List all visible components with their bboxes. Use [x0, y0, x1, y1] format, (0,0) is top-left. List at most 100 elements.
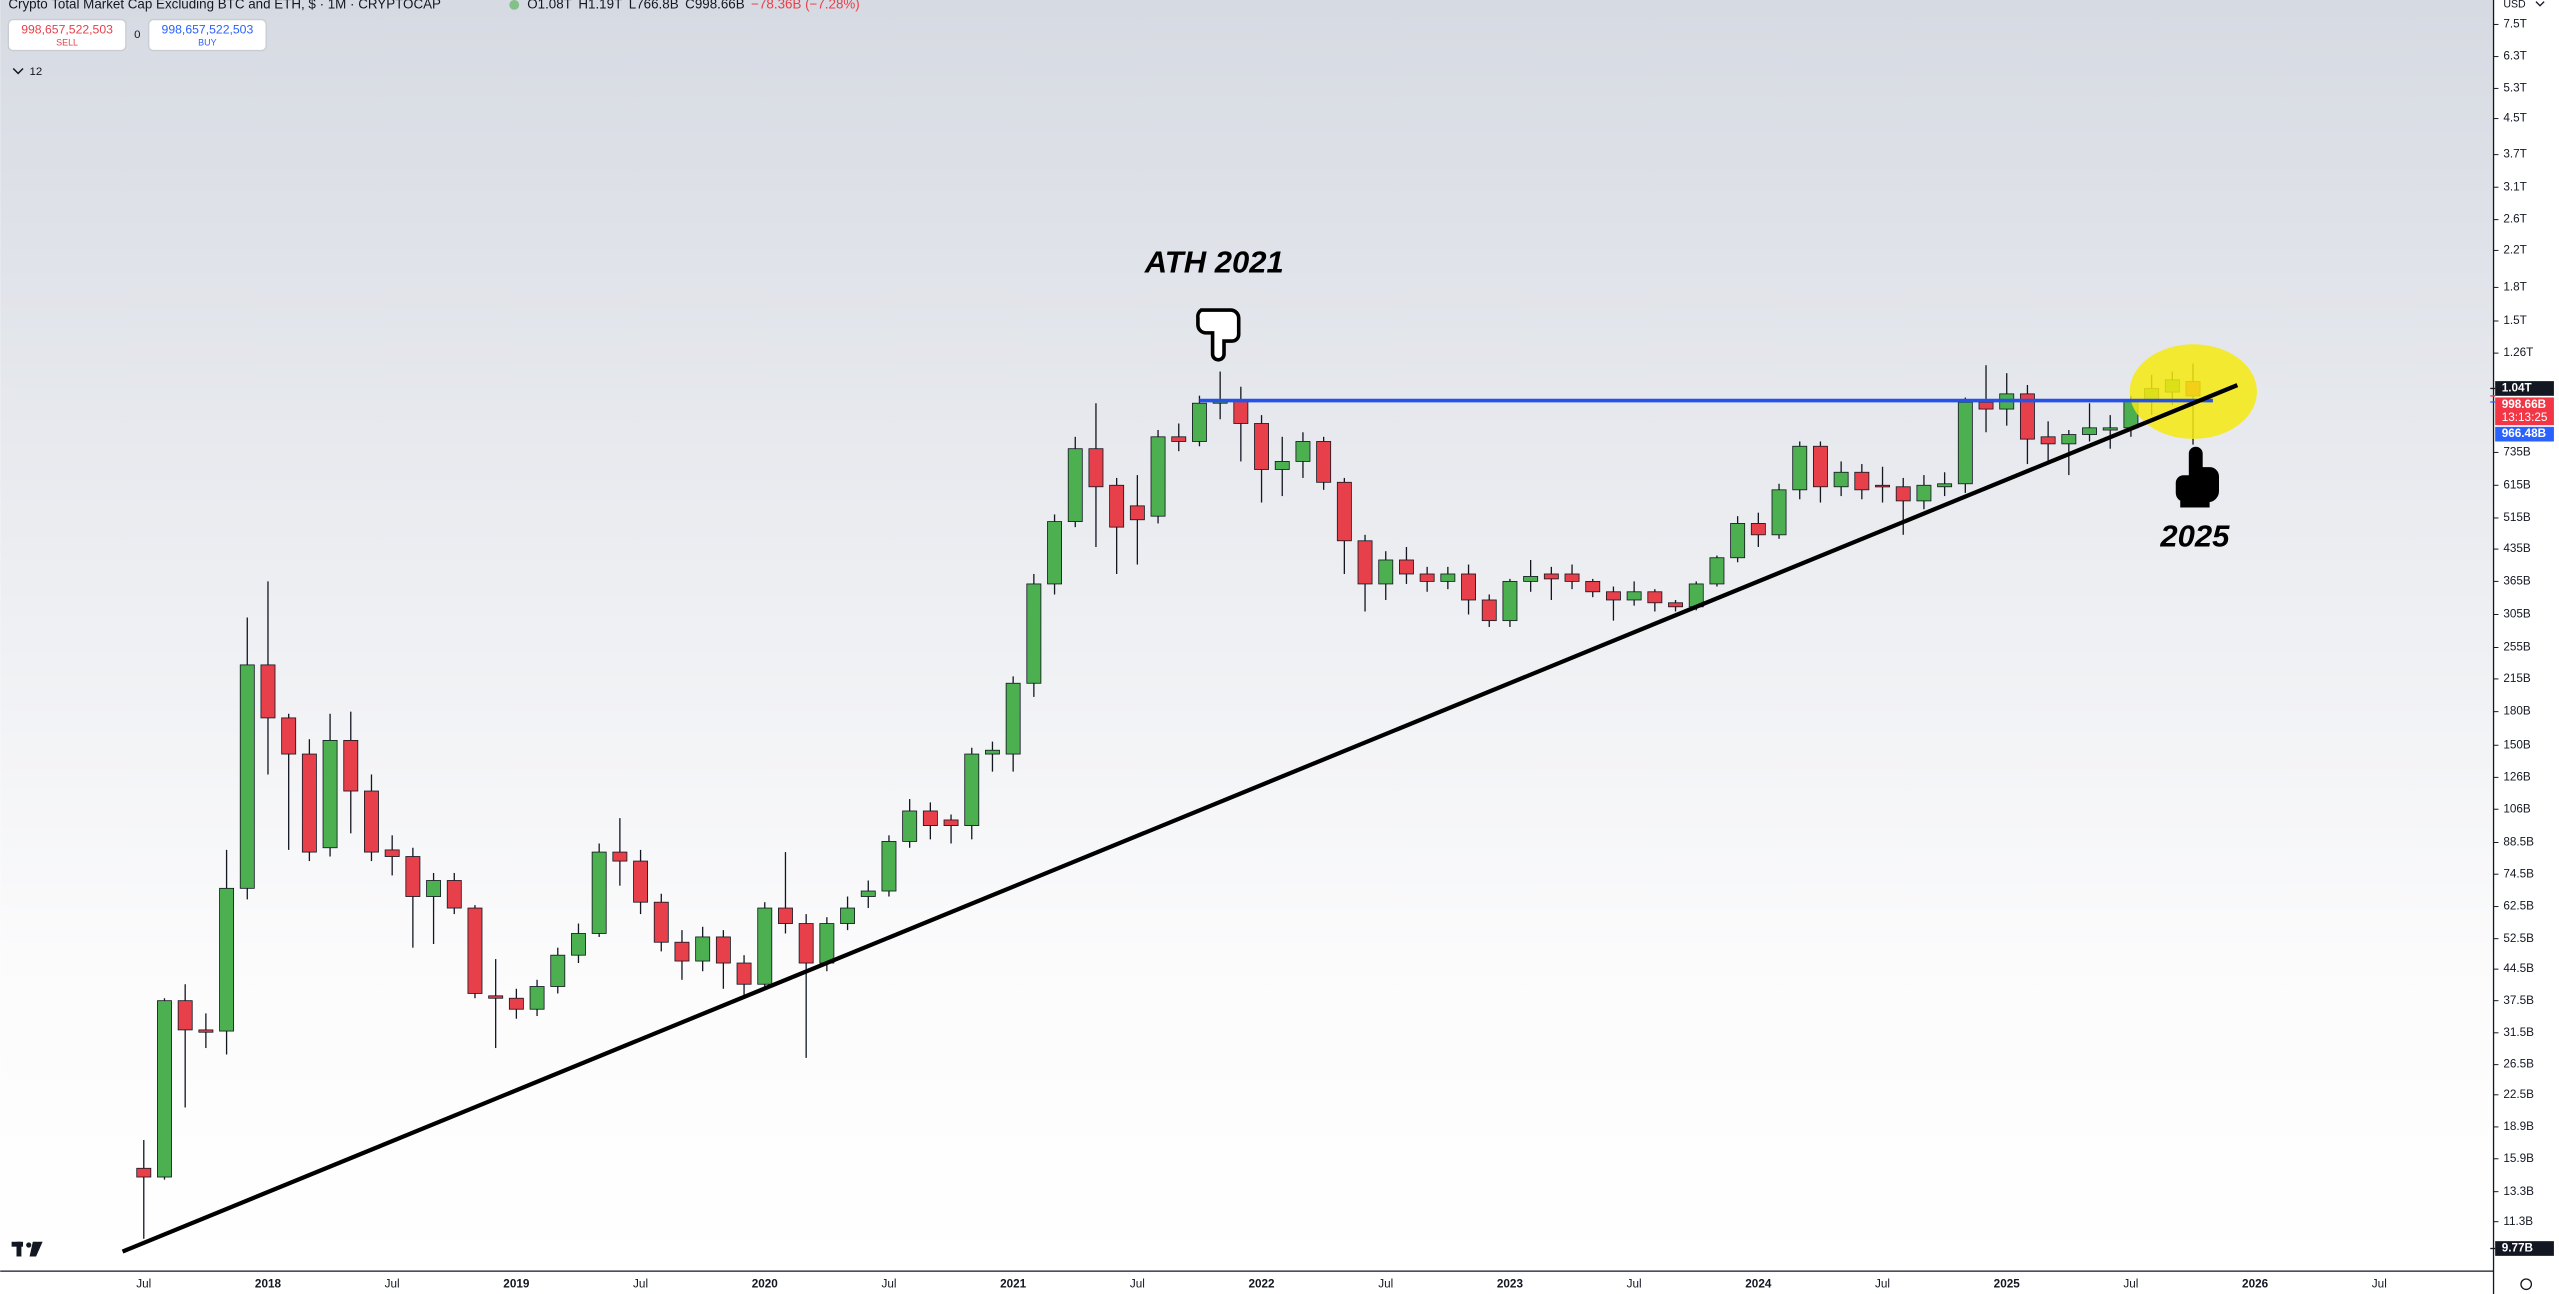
candle-body — [1171, 436, 1187, 442]
candle-body — [1461, 573, 1476, 601]
x-tick-label: 2022 — [1248, 1277, 1275, 1290]
candle-body — [1129, 505, 1145, 521]
candle-body — [136, 1167, 152, 1178]
collapse-icon[interactable] — [12, 68, 24, 75]
candle-body — [798, 923, 814, 964]
candle-body — [446, 880, 462, 909]
currency[interactable]: USD — [2503, 0, 2526, 11]
candle-body — [881, 841, 897, 892]
y-tick-label: 52.5B — [2503, 932, 2534, 945]
price-tag — [2495, 397, 2554, 426]
x-tick-label: Jul — [881, 1277, 896, 1290]
countdown: 13:13:25 — [2502, 411, 2548, 424]
candle-body — [922, 810, 938, 826]
candle-body — [1523, 576, 1539, 582]
candle-body — [985, 749, 1000, 755]
x-tick-label: Jul — [1378, 1277, 1393, 1290]
x-tick-label: 2025 — [1994, 1277, 2021, 1290]
candle-body — [1916, 484, 1932, 502]
time-axis — [0, 1271, 2494, 1294]
x-tick-label: Jul — [1130, 1277, 1145, 1290]
x-tick-label: 2020 — [752, 1277, 779, 1290]
candle-body — [1585, 580, 1601, 593]
sell-price[interactable]: 998,657,522,503 — [21, 22, 113, 36]
candle-body — [2040, 436, 2056, 445]
candle-body — [343, 739, 359, 792]
x-tick-label: 2019 — [503, 1277, 530, 1290]
annotation: ATH 2021 — [1144, 245, 1284, 280]
buy-label[interactable]: BUY — [198, 38, 216, 48]
y-tick-label: 615B — [2503, 478, 2531, 491]
price-tag-label: 9.77B — [2502, 1242, 2533, 1255]
indicator-count[interactable]: 12 — [30, 66, 43, 78]
candle-body — [301, 753, 317, 853]
candle-body — [1047, 521, 1063, 585]
candle-body — [1812, 445, 1828, 488]
candle-body — [1440, 573, 1456, 582]
candle-body — [612, 851, 628, 862]
logo — [11, 1241, 43, 1257]
spread: 0 — [134, 29, 140, 41]
candle-body — [571, 933, 586, 956]
candle-body — [1005, 682, 1021, 755]
y-tick-label: 5.3T — [2503, 82, 2526, 95]
candle-body — [1150, 436, 1166, 517]
candle-body — [1937, 483, 1953, 488]
y-tick-label: 22.5B — [2503, 1088, 2534, 1101]
candle-body — [529, 986, 545, 1010]
candle-body — [715, 936, 731, 964]
candle-body — [1254, 423, 1269, 470]
candle-body — [219, 887, 235, 1032]
candle-body — [405, 856, 421, 897]
candle-body — [2102, 427, 2118, 431]
candle-body — [1295, 441, 1311, 462]
y-tick-label: 735B — [2503, 446, 2531, 459]
y-tick-label: 1.8T — [2503, 280, 2526, 293]
y-tick-label: 26.5B — [2503, 1058, 2534, 1071]
y-tick-label: 215B — [2503, 672, 2531, 685]
price-tag-label: 966.48B — [2502, 427, 2546, 440]
y-tick-label: 255B — [2503, 641, 2531, 654]
candle-body — [1378, 559, 1394, 585]
y-tick-label: 37.5B — [2503, 994, 2534, 1007]
currency-menu[interactable] — [2535, 1, 2545, 7]
candle-body — [1750, 523, 1766, 536]
ohlc-value: C998.66B — [685, 0, 745, 11]
candle-body — [1709, 557, 1725, 585]
x-tick-label: Jul — [2372, 1277, 2387, 1290]
candle-body — [1026, 583, 1042, 684]
sell-button[interactable] — [7, 18, 127, 52]
candle-body — [550, 954, 566, 987]
candle-body — [1833, 471, 1849, 488]
settings-icon[interactable] — [2520, 1278, 2533, 1291]
x-tick-label: Jul — [385, 1277, 400, 1290]
y-tick-label: 180B — [2503, 705, 2531, 718]
candle-body — [1502, 580, 1518, 622]
candle-body — [1875, 484, 1890, 488]
candle-body — [2082, 427, 2097, 435]
y-tick-label: 4.5T — [2503, 112, 2526, 125]
trend-line — [121, 383, 2239, 1254]
plot-background — [0, 0, 2494, 1272]
candle-body — [1109, 484, 1125, 528]
candle-body — [177, 1000, 193, 1031]
y-tick-label: 62.5B — [2503, 900, 2534, 913]
price-tag — [2495, 1241, 2554, 1256]
candle-body — [1419, 573, 1435, 582]
candle-body — [1854, 471, 1870, 491]
y-tick-label: 435B — [2503, 542, 2531, 555]
buy-button[interactable] — [148, 18, 267, 52]
y-tick-label: 3.7T — [2503, 148, 2526, 161]
candle-body — [260, 664, 276, 719]
candle-body — [902, 810, 918, 842]
candle-body — [591, 851, 607, 934]
highlight-circle — [2129, 344, 2257, 439]
x-tick-label: Jul — [2123, 1277, 2138, 1290]
candle-body — [426, 880, 442, 897]
candle-body — [488, 995, 504, 999]
candle-body — [467, 907, 483, 994]
sell-label[interactable]: SELL — [56, 38, 78, 48]
buy-price[interactable]: 998,657,522,503 — [162, 22, 254, 36]
candles — [136, 363, 2201, 1239]
